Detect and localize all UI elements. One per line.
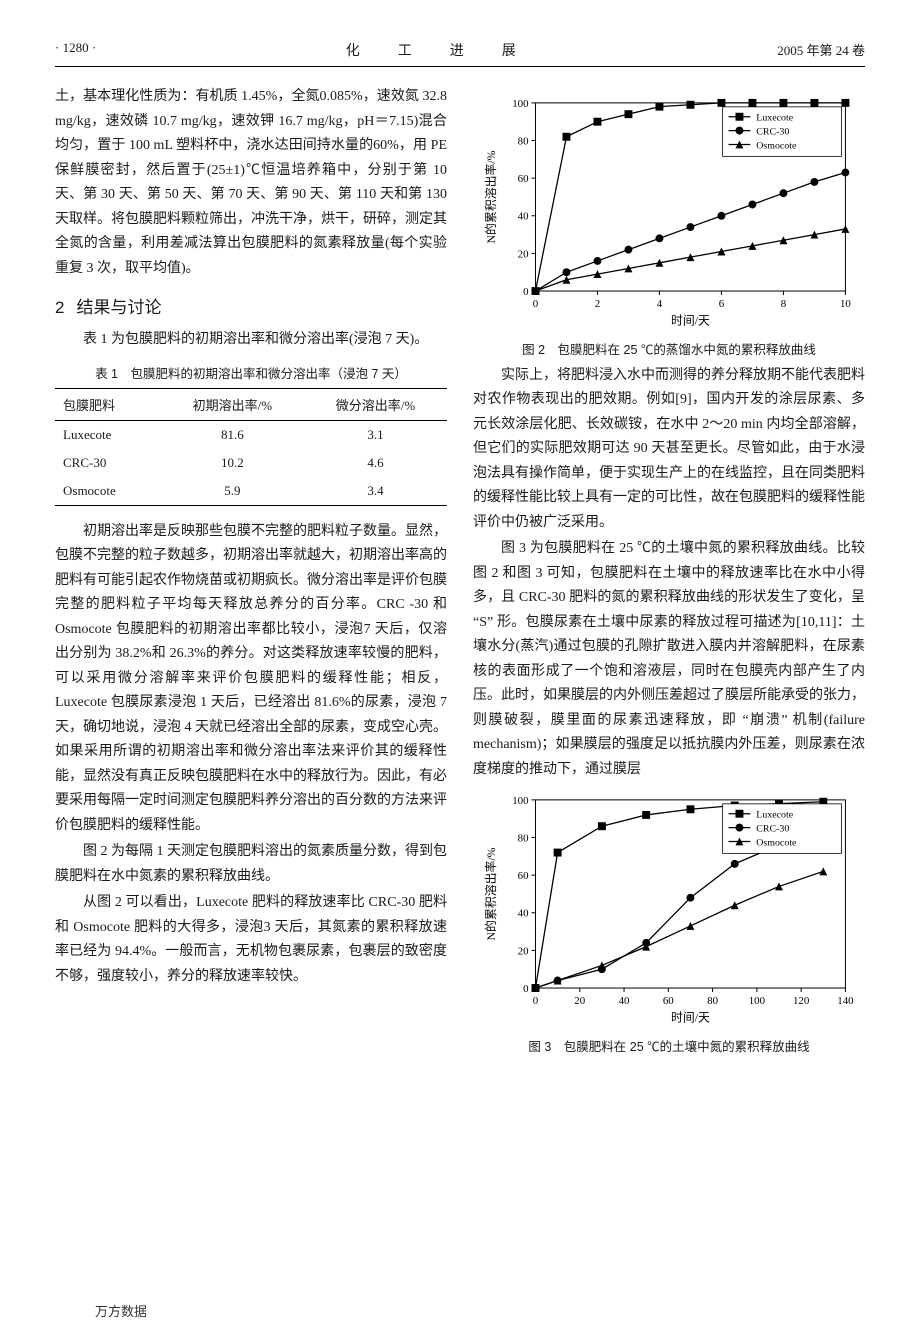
table-header: 微分溶出率/% bbox=[304, 388, 447, 420]
svg-text:CRC-30: CRC-30 bbox=[756, 824, 789, 835]
table1-caption: 表 1 包膜肥料的初期溶出率和微分溶出率（浸泡 7 天） bbox=[55, 363, 447, 382]
svg-text:20: 20 bbox=[518, 946, 529, 958]
svg-text:0: 0 bbox=[523, 983, 529, 995]
cell: Luxecote bbox=[55, 420, 161, 449]
svg-text:80: 80 bbox=[518, 833, 529, 845]
svg-text:100: 100 bbox=[512, 795, 529, 807]
paragraph: 土，基本理化性质为：有机质 1.45%，全氮0.085%，速效氮 32.8 mg… bbox=[55, 85, 447, 281]
figure3-chart: 0 20 40 60 80 100 0 20 40 60 80 100 120 140 时间/天 N的累积溶出… bbox=[481, 788, 857, 1026]
paragraph: 初期溶出率是反映那些包膜不完整的肥料粒子数量。显然，包膜不完整的粒子数越多，初期… bbox=[55, 520, 447, 839]
section-heading: 2 结果与讨论 bbox=[55, 293, 447, 318]
left-column: 土，基本理化性质为：有机质 1.45%，全氮0.085%，速效氮 32.8 mg… bbox=[55, 85, 447, 1061]
svg-text:140: 140 bbox=[837, 995, 854, 1007]
svg-text:0: 0 bbox=[533, 298, 539, 310]
figure2-chart: 0 20 40 60 80 100 0 2 4 6 8 10 时间/天 N的累积溶出率/% Luxecote… bbox=[481, 91, 857, 329]
table-header: 包膜肥料 bbox=[55, 388, 161, 420]
footer-watermark: 万方数据 bbox=[95, 1301, 147, 1320]
right-column: 0 20 40 60 80 100 0 2 4 6 8 10 时间/天 N的累积溶出率/% Luxecote… bbox=[473, 85, 865, 1061]
figure2-caption: 图 2 包膜肥料在 25 ℃的蒸馏水中氮的累积释放曲线 bbox=[473, 339, 865, 358]
section-title: 结果与讨论 bbox=[76, 298, 161, 317]
svg-text:60: 60 bbox=[518, 870, 529, 882]
cell: Osmocote bbox=[55, 477, 161, 506]
svg-text:8: 8 bbox=[781, 298, 787, 310]
cell: 3.1 bbox=[304, 420, 447, 449]
svg-text:100: 100 bbox=[512, 98, 529, 110]
svg-text:6: 6 bbox=[719, 298, 725, 310]
svg-text:CRC-30: CRC-30 bbox=[756, 127, 789, 138]
svg-text:0: 0 bbox=[523, 286, 529, 298]
paragraph: 从图 2 可以看出，Luxecote 肥料的释放速率比 CRC-30 肥料和 O… bbox=[55, 891, 447, 989]
svg-text:60: 60 bbox=[663, 995, 674, 1007]
svg-text:时间/天: 时间/天 bbox=[671, 1011, 710, 1025]
table1: 包膜肥料 初期溶出率/% 微分溶出率/% Luxecote 81.6 3.1 C… bbox=[55, 388, 447, 506]
svg-text:N的累积溶出率/%: N的累积溶出率/% bbox=[484, 150, 498, 243]
svg-text:Luxecote: Luxecote bbox=[756, 113, 793, 124]
svg-text:100: 100 bbox=[749, 995, 766, 1007]
svg-text:N的累积溶出率/%: N的累积溶出率/% bbox=[484, 848, 498, 941]
svg-text:120: 120 bbox=[793, 995, 810, 1007]
cell: 81.6 bbox=[161, 420, 304, 449]
table-row: Osmocote 5.9 3.4 bbox=[55, 477, 447, 506]
svg-text:80: 80 bbox=[707, 995, 718, 1007]
body-columns: 土，基本理化性质为：有机质 1.45%，全氮0.085%，速效氮 32.8 mg… bbox=[55, 85, 865, 1061]
figure3-caption: 图 3 包膜肥料在 25 ℃的土壤中氮的累积释放曲线 bbox=[473, 1036, 865, 1055]
svg-text:40: 40 bbox=[618, 995, 629, 1007]
table-header: 初期溶出率/% bbox=[161, 388, 304, 420]
svg-text:60: 60 bbox=[518, 173, 529, 185]
page-header: · 1280 · 化 工 进 展 2005 年第 24 卷 bbox=[55, 40, 865, 67]
svg-text:40: 40 bbox=[518, 908, 529, 920]
svg-text:4: 4 bbox=[657, 298, 663, 310]
chart3-svg: 0 20 40 60 80 100 0 20 40 60 80 100 120 140 时间/天 N的累积溶出… bbox=[481, 788, 857, 1026]
paragraph: 表 1 为包膜肥料的初期溶出率和微分溶出率(浸泡 7 天)。 bbox=[55, 328, 447, 353]
page-number: · 1280 · bbox=[55, 40, 96, 60]
svg-text:40: 40 bbox=[518, 211, 529, 223]
svg-text:2: 2 bbox=[595, 298, 600, 310]
table-row: Luxecote 81.6 3.1 bbox=[55, 420, 447, 449]
svg-text:20: 20 bbox=[518, 248, 529, 260]
paragraph: 实际上，将肥料浸入水中而测得的养分释放期不能代表肥料对农作物表现出的肥效期。例如… bbox=[473, 364, 865, 536]
table-row: CRC-30 10.2 4.6 bbox=[55, 449, 447, 477]
svg-text:20: 20 bbox=[574, 995, 585, 1007]
cell: 5.9 bbox=[161, 477, 304, 506]
cell: 4.6 bbox=[304, 449, 447, 477]
svg-text:80: 80 bbox=[518, 135, 529, 147]
svg-text:时间/天: 时间/天 bbox=[671, 314, 710, 328]
svg-text:Osmocote: Osmocote bbox=[756, 140, 797, 151]
paragraph: 图 3 为包膜肥料在 25 ℃的土壤中氮的累积释放曲线。比较图 2 和图 3 可… bbox=[473, 537, 865, 782]
svg-text:Osmocote: Osmocote bbox=[756, 838, 797, 849]
issue-info: 2005 年第 24 卷 bbox=[777, 40, 865, 60]
cell: CRC-30 bbox=[55, 449, 161, 477]
section-number: 2 bbox=[55, 298, 64, 317]
svg-text:0: 0 bbox=[533, 995, 539, 1007]
cell: 10.2 bbox=[161, 449, 304, 477]
paragraph: 图 2 为每隔 1 天测定包膜肥料溶出的氮素质量分数，得到包膜肥料在水中氮素的累… bbox=[55, 840, 447, 889]
chart2-svg: 0 20 40 60 80 100 0 2 4 6 8 10 时间/天 N的累积溶出率/% Luxecote… bbox=[481, 91, 857, 329]
svg-text:10: 10 bbox=[840, 298, 851, 310]
journal-title: 化 工 进 展 bbox=[346, 40, 528, 60]
cell: 3.4 bbox=[304, 477, 447, 506]
svg-text:Luxecote: Luxecote bbox=[756, 810, 793, 821]
